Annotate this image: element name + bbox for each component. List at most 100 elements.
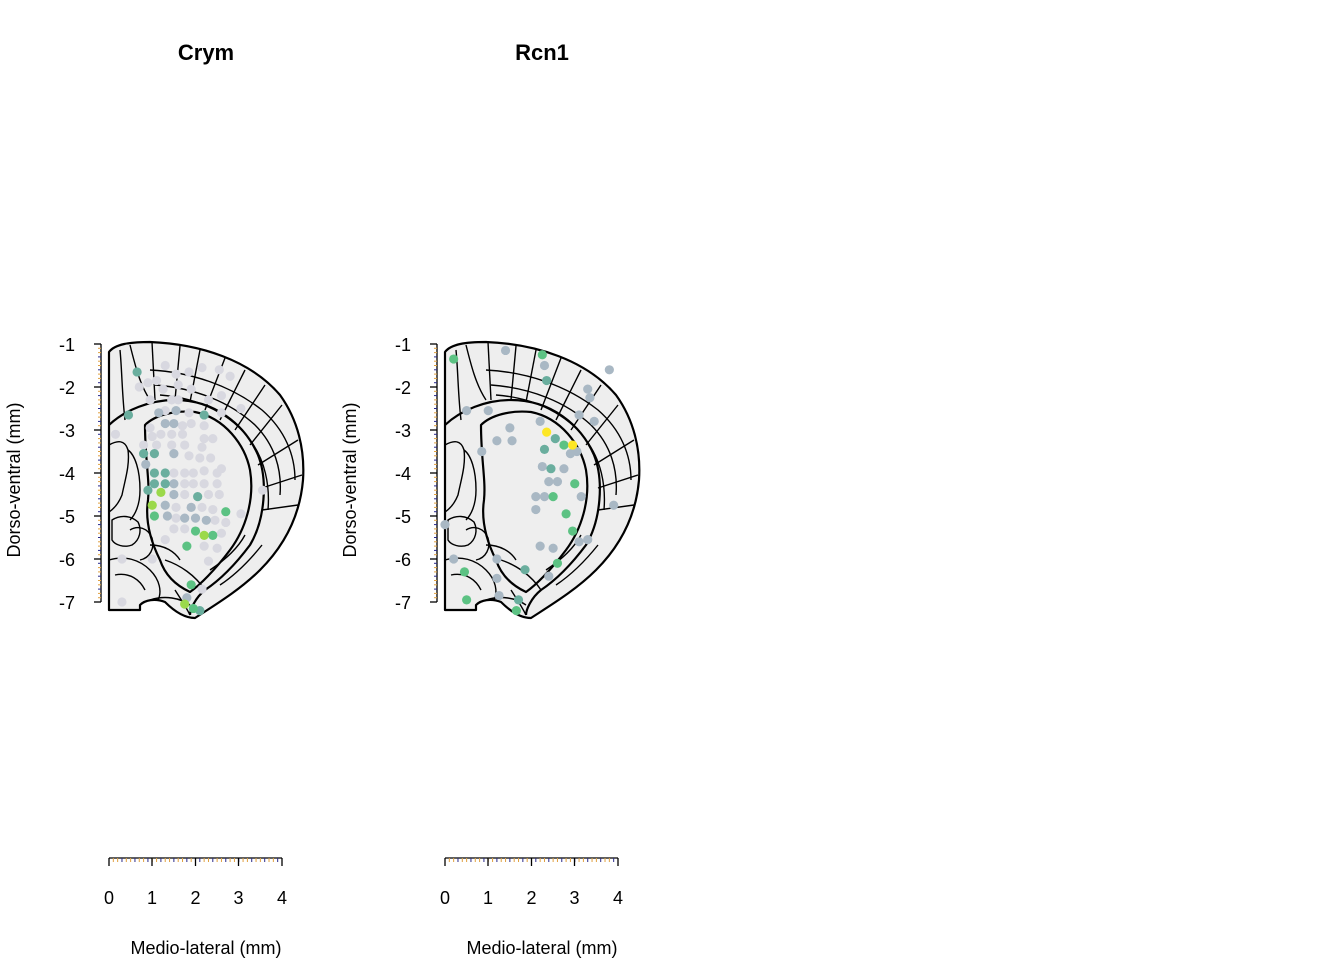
data-point <box>203 395 214 405</box>
x-tick-label: 1 <box>147 888 157 908</box>
panel-title: Rcn1 <box>515 40 569 65</box>
data-point <box>462 406 472 416</box>
y-tick-label: -3 <box>59 421 75 441</box>
data-point <box>154 408 164 418</box>
panel-title: Crym <box>178 40 234 65</box>
data-point <box>180 489 190 500</box>
data-point <box>492 436 502 446</box>
data-point <box>186 384 196 394</box>
data-point <box>544 571 554 581</box>
data-point <box>184 367 194 377</box>
y-tick-label: -4 <box>59 464 75 484</box>
data-point <box>171 513 181 523</box>
x-axis: 0 1 2 3 4 <box>104 857 287 908</box>
data-point <box>188 603 198 614</box>
data-point <box>145 395 155 405</box>
data-point <box>216 391 227 401</box>
data-point <box>184 408 194 418</box>
data-point <box>180 479 190 489</box>
data-point <box>212 543 222 553</box>
data-point <box>171 369 181 379</box>
x-axis-title: Medio-lateral (mm) <box>130 938 281 958</box>
data-point <box>199 479 209 489</box>
y-tick-labels: -1 -2 -3 -4 -5 -6 -7 <box>395 335 411 613</box>
data-point <box>210 515 220 525</box>
data-point <box>134 382 144 392</box>
data-point <box>203 556 214 566</box>
data-point <box>548 492 558 502</box>
y-axis: -1 -2 -3 -4 -5 -6 -7 <box>59 335 102 613</box>
y-tick-label: -6 <box>59 550 75 570</box>
data-point <box>160 418 170 429</box>
y-tick-label: -4 <box>395 464 411 484</box>
data-point <box>147 500 157 510</box>
y-tick-label: -5 <box>59 507 75 527</box>
data-point <box>167 395 177 405</box>
data-point <box>462 595 472 605</box>
data-point <box>139 449 149 459</box>
data-point <box>585 393 595 403</box>
data-point <box>208 434 218 444</box>
data-point <box>186 502 196 512</box>
data-point <box>559 440 569 450</box>
data-point <box>160 468 170 478</box>
data-point <box>188 468 198 478</box>
data-point <box>576 492 586 502</box>
data-point <box>535 416 545 426</box>
data-point <box>169 418 179 429</box>
data-point <box>143 485 153 495</box>
x-tick-label: 1 <box>483 888 493 908</box>
data-point <box>513 595 524 605</box>
data-point <box>199 410 209 420</box>
data-point <box>552 477 563 487</box>
data-point <box>151 440 162 450</box>
data-point <box>123 410 134 420</box>
data-point <box>117 597 127 607</box>
data-point <box>158 384 168 394</box>
data-point <box>212 468 222 478</box>
data-point <box>180 599 190 609</box>
data-point <box>609 500 619 510</box>
data-point <box>561 509 571 519</box>
data-point <box>162 511 172 521</box>
data-point <box>542 375 552 386</box>
data-point <box>574 537 584 547</box>
data-point <box>216 408 227 418</box>
data-point <box>167 440 177 450</box>
data-point <box>117 554 127 564</box>
data-point <box>511 606 521 616</box>
data-point <box>236 509 246 519</box>
data-point <box>542 427 552 437</box>
data-point <box>505 423 515 433</box>
data-point <box>552 558 563 568</box>
data-point <box>160 360 170 371</box>
y-major-ticks <box>430 343 437 603</box>
data-point <box>141 459 151 469</box>
data-point <box>236 403 246 414</box>
data-point <box>199 466 209 476</box>
data-point <box>214 489 224 500</box>
data-point <box>531 492 541 502</box>
x-tick-label: 2 <box>526 888 536 908</box>
data-point <box>177 421 188 431</box>
data-point <box>149 449 160 459</box>
data-point <box>177 429 188 439</box>
data-point <box>156 429 166 439</box>
data-point <box>520 565 530 575</box>
data-point <box>208 504 218 515</box>
data-point <box>147 554 157 564</box>
data-point <box>199 530 209 540</box>
data-point <box>180 513 190 523</box>
data-point <box>182 541 192 551</box>
data-point <box>149 511 160 521</box>
data-point <box>190 526 201 536</box>
data-point <box>500 345 511 356</box>
data-point <box>459 567 470 577</box>
data-point <box>160 500 170 510</box>
x-axis-title: Medio-lateral (mm) <box>466 938 617 958</box>
data-point <box>173 395 183 405</box>
data-point <box>169 468 179 478</box>
y-tick-label: -7 <box>59 593 75 613</box>
y-tick-label: -7 <box>395 593 411 613</box>
y-tick-label: -2 <box>395 378 411 398</box>
